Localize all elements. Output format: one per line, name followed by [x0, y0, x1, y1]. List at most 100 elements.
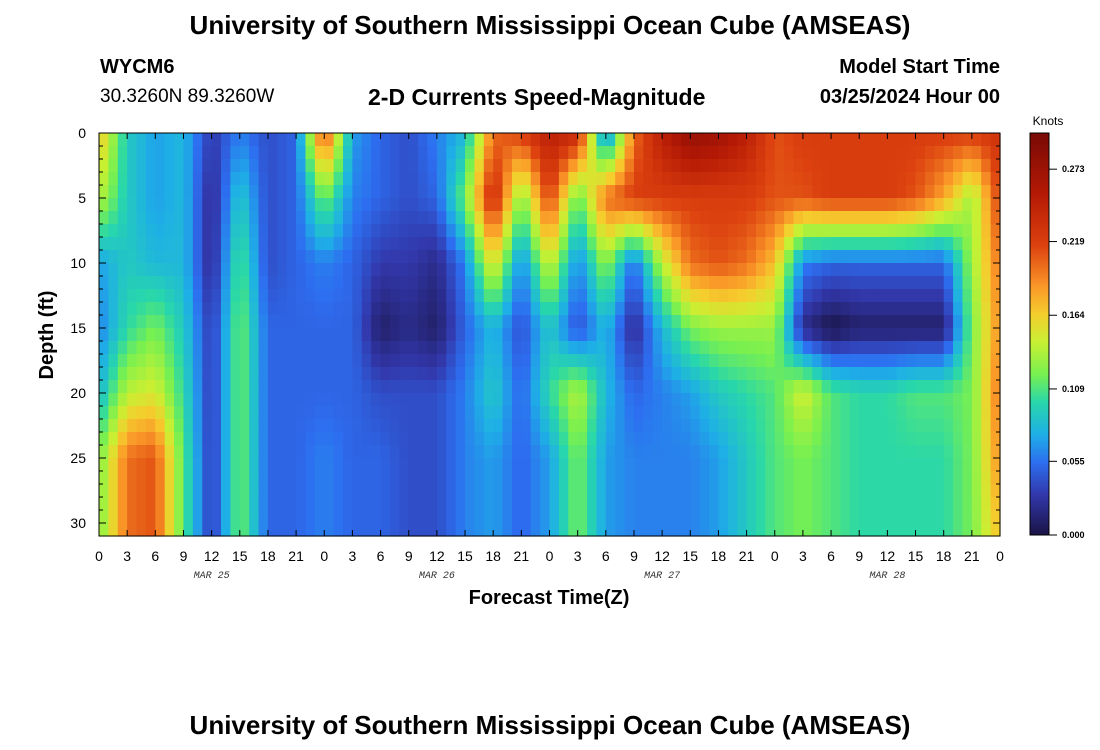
heatmap-cell — [587, 393, 598, 407]
heatmap-cell — [408, 172, 419, 186]
heatmap-cell — [549, 328, 560, 342]
heatmap-cell — [652, 185, 663, 199]
heatmap-cell — [962, 523, 973, 537]
heatmap-cell — [624, 263, 635, 277]
heatmap-cell — [389, 159, 400, 173]
heatmap-cell — [840, 354, 851, 368]
heatmap-cell — [896, 380, 907, 394]
heatmap-cell — [587, 159, 598, 173]
heatmap-cell — [915, 289, 926, 303]
heatmap-cell — [474, 341, 485, 355]
heatmap-cell — [680, 237, 691, 251]
heatmap-cell — [802, 172, 813, 186]
heatmap-cell — [145, 263, 156, 277]
heatmap-cell — [605, 419, 616, 433]
heatmap-cell — [849, 159, 860, 173]
heatmap-cell — [906, 289, 917, 303]
heatmap-cell — [352, 354, 363, 368]
heatmap-cell — [709, 276, 720, 290]
heatmap-cell — [267, 419, 278, 433]
heatmap-cell — [821, 133, 832, 147]
heatmap-cell — [305, 159, 316, 173]
heatmap-cell — [802, 224, 813, 238]
heatmap-cell — [774, 302, 785, 316]
heatmap-cell — [230, 250, 241, 264]
heatmap-cell — [164, 172, 175, 186]
heatmap-cell — [568, 159, 579, 173]
heatmap-cell — [577, 328, 588, 342]
heatmap-cell — [802, 406, 813, 420]
heatmap-cell — [877, 302, 888, 316]
heatmap-cell — [877, 276, 888, 290]
heatmap-cell — [812, 380, 823, 394]
heatmap-cell — [981, 159, 992, 173]
heatmap-cell — [906, 328, 917, 342]
heatmap-cell — [371, 367, 382, 381]
heatmap-cell — [127, 133, 138, 147]
heatmap-cell — [192, 328, 203, 342]
heatmap-cell — [596, 237, 607, 251]
x-tick-label: 18 — [711, 548, 727, 564]
heatmap-cell — [718, 406, 729, 420]
heatmap-cell — [643, 367, 654, 381]
heatmap-cell — [277, 393, 288, 407]
heatmap-cell — [108, 146, 119, 160]
heatmap-cell — [493, 185, 504, 199]
heatmap-cell — [652, 328, 663, 342]
heatmap-cell — [530, 393, 541, 407]
heatmap-cell — [793, 497, 804, 511]
heatmap-cell — [737, 250, 748, 264]
heatmap-cell — [587, 341, 598, 355]
heatmap-cell — [211, 380, 222, 394]
heatmap-cell — [990, 250, 1001, 264]
heatmap-cell — [380, 380, 391, 394]
heatmap-cell — [117, 393, 128, 407]
heatmap-cell — [511, 211, 522, 225]
heatmap-cell — [221, 328, 231, 342]
heatmap-cell — [305, 432, 316, 446]
heatmap-cell — [615, 159, 626, 173]
heatmap-cell — [596, 510, 607, 524]
heatmap-cell — [624, 445, 635, 459]
heatmap-cell — [990, 315, 1001, 329]
heatmap-cell — [558, 328, 569, 342]
heatmap-cell — [117, 133, 128, 147]
heatmap-cell — [624, 419, 635, 433]
heatmap-cell — [896, 406, 907, 420]
heatmap-cell — [887, 185, 898, 199]
heatmap-cell — [934, 445, 945, 459]
heatmap-cell — [221, 133, 231, 147]
heatmap-cell — [887, 367, 898, 381]
heatmap-cell — [662, 250, 673, 264]
heatmap-cell — [418, 315, 429, 329]
heatmap-cell — [821, 289, 832, 303]
heatmap-cell — [427, 159, 438, 173]
heatmap-cell — [765, 133, 776, 147]
heatmap-cell — [746, 445, 757, 459]
heatmap-cell — [624, 146, 635, 160]
heatmap-cell — [267, 224, 278, 238]
heatmap-cell — [183, 341, 194, 355]
heatmap-cell — [924, 276, 935, 290]
heatmap-cell — [662, 133, 673, 147]
heatmap-cell — [174, 185, 185, 199]
heatmap-cell — [446, 380, 457, 394]
heatmap-cell — [324, 497, 335, 511]
heatmap-cell — [643, 510, 654, 524]
heatmap-cell — [680, 289, 691, 303]
heatmap-cell — [962, 393, 973, 407]
heatmap-cell — [324, 250, 335, 264]
heatmap-cell — [671, 341, 682, 355]
heatmap-cell — [859, 419, 870, 433]
heatmap-cell — [831, 458, 842, 472]
heatmap-cell — [174, 211, 185, 225]
heatmap-cell — [333, 471, 344, 485]
heatmap-cell — [962, 146, 973, 160]
heatmap-cell — [981, 471, 992, 485]
heatmap-cell — [136, 172, 147, 186]
heatmap-cell — [671, 497, 682, 511]
heatmap-cell — [202, 380, 213, 394]
heatmap-cell — [784, 250, 795, 264]
heatmap-cell — [427, 302, 438, 316]
heatmap-cell — [877, 263, 888, 277]
